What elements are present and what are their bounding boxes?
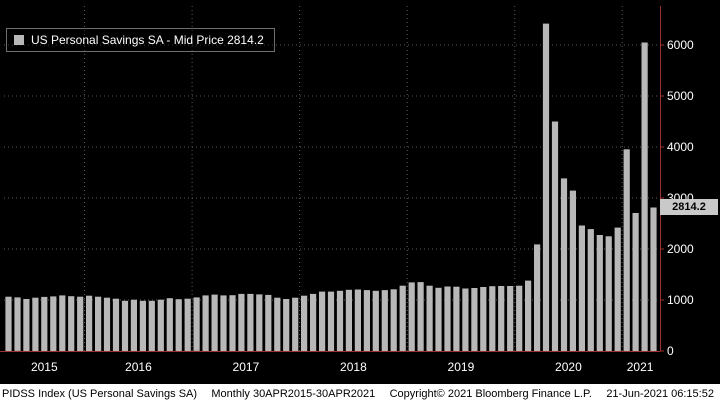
bar [68, 296, 75, 351]
bar [175, 299, 182, 351]
bar [471, 288, 478, 351]
bar [516, 285, 523, 351]
bar [292, 297, 299, 351]
bar [507, 286, 514, 351]
bar [345, 289, 352, 351]
y-tick-label: 5000 [667, 89, 694, 103]
x-tick-label: 2019 [448, 360, 475, 374]
bar [551, 121, 559, 351]
y-tick-label: 0 [667, 344, 674, 358]
bar [283, 299, 290, 351]
bar [435, 287, 442, 351]
bar [623, 149, 630, 351]
bar [139, 300, 146, 351]
bar [641, 42, 648, 351]
y-tick-label: 6000 [667, 38, 694, 52]
bar [578, 225, 585, 351]
bar [211, 294, 218, 351]
bar [363, 290, 370, 351]
bar [41, 296, 48, 351]
bar [462, 288, 469, 351]
bar [23, 299, 30, 351]
footer-ticker: PIDSS Index (US Personal Savings SA) [2, 388, 198, 400]
bar [157, 299, 164, 351]
bar [390, 289, 397, 351]
bar [525, 280, 532, 351]
y-tick-label: 1000 [667, 293, 694, 307]
bar [596, 235, 603, 351]
bar [274, 297, 281, 351]
bar [650, 207, 657, 351]
footer-datetime: 21-Jun-2021 06:15:52 [606, 388, 714, 400]
x-tick-label: 2020 [555, 360, 582, 374]
bar [247, 293, 254, 351]
bar [265, 294, 272, 351]
bar [229, 295, 236, 351]
x-tick-label: 2017 [233, 360, 260, 374]
series-swatch-icon [14, 35, 24, 45]
bar [112, 298, 120, 351]
bar [408, 282, 415, 351]
bar [14, 297, 21, 351]
bar [480, 287, 487, 351]
bar [605, 236, 612, 351]
bar [220, 295, 227, 351]
bar [381, 290, 388, 351]
bar [310, 293, 317, 351]
x-tick-label: 2021 [627, 360, 654, 374]
bar [614, 227, 621, 351]
y-tick-label: 2000 [667, 242, 694, 256]
last-price-badge: 2814.2 [660, 199, 718, 215]
bar [166, 298, 173, 351]
bar [444, 286, 451, 351]
bar [426, 285, 433, 351]
bar [193, 297, 200, 351]
footer-period: Monthly 30APR2015-30APR2021 [211, 388, 376, 400]
bar [130, 299, 137, 351]
bar [256, 294, 263, 351]
bar [77, 296, 84, 351]
series-label: US Personal Savings SA - Mid Price 2814.… [31, 33, 264, 47]
bar [238, 293, 245, 351]
bar [560, 178, 568, 351]
bar [354, 289, 361, 351]
bar [534, 244, 541, 351]
bar [453, 286, 460, 351]
x-tick-label: 2018 [340, 360, 367, 374]
bar [121, 300, 129, 351]
bar [569, 190, 576, 351]
chart-legend[interactable]: US Personal Savings SA - Mid Price 2814.… [6, 28, 275, 52]
bar [32, 297, 39, 351]
bar [202, 295, 209, 351]
bar [632, 213, 639, 351]
bar [301, 295, 308, 351]
bar [372, 290, 379, 351]
bar [399, 285, 406, 351]
bar [103, 297, 111, 351]
bar [50, 296, 57, 351]
bar [184, 298, 191, 351]
bar [148, 300, 155, 351]
bar [59, 295, 66, 351]
bar [336, 290, 344, 351]
bar [587, 229, 594, 351]
bar [489, 286, 496, 351]
bar [5, 296, 12, 351]
footer-copyright: Copyright© 2021 Bloomberg Finance L.P. [389, 388, 592, 400]
y-tick-label: 4000 [667, 140, 694, 154]
bar [417, 282, 424, 351]
status-bar: PIDSS Index (US Personal Savings SA) Mon… [0, 384, 720, 404]
bar [319, 291, 326, 351]
bar [86, 295, 93, 351]
x-tick-label: 2016 [125, 360, 152, 374]
bar [95, 296, 102, 351]
bar [498, 286, 505, 351]
bar [542, 23, 550, 351]
x-tick-label: 2015 [31, 360, 58, 374]
bar [327, 291, 335, 351]
